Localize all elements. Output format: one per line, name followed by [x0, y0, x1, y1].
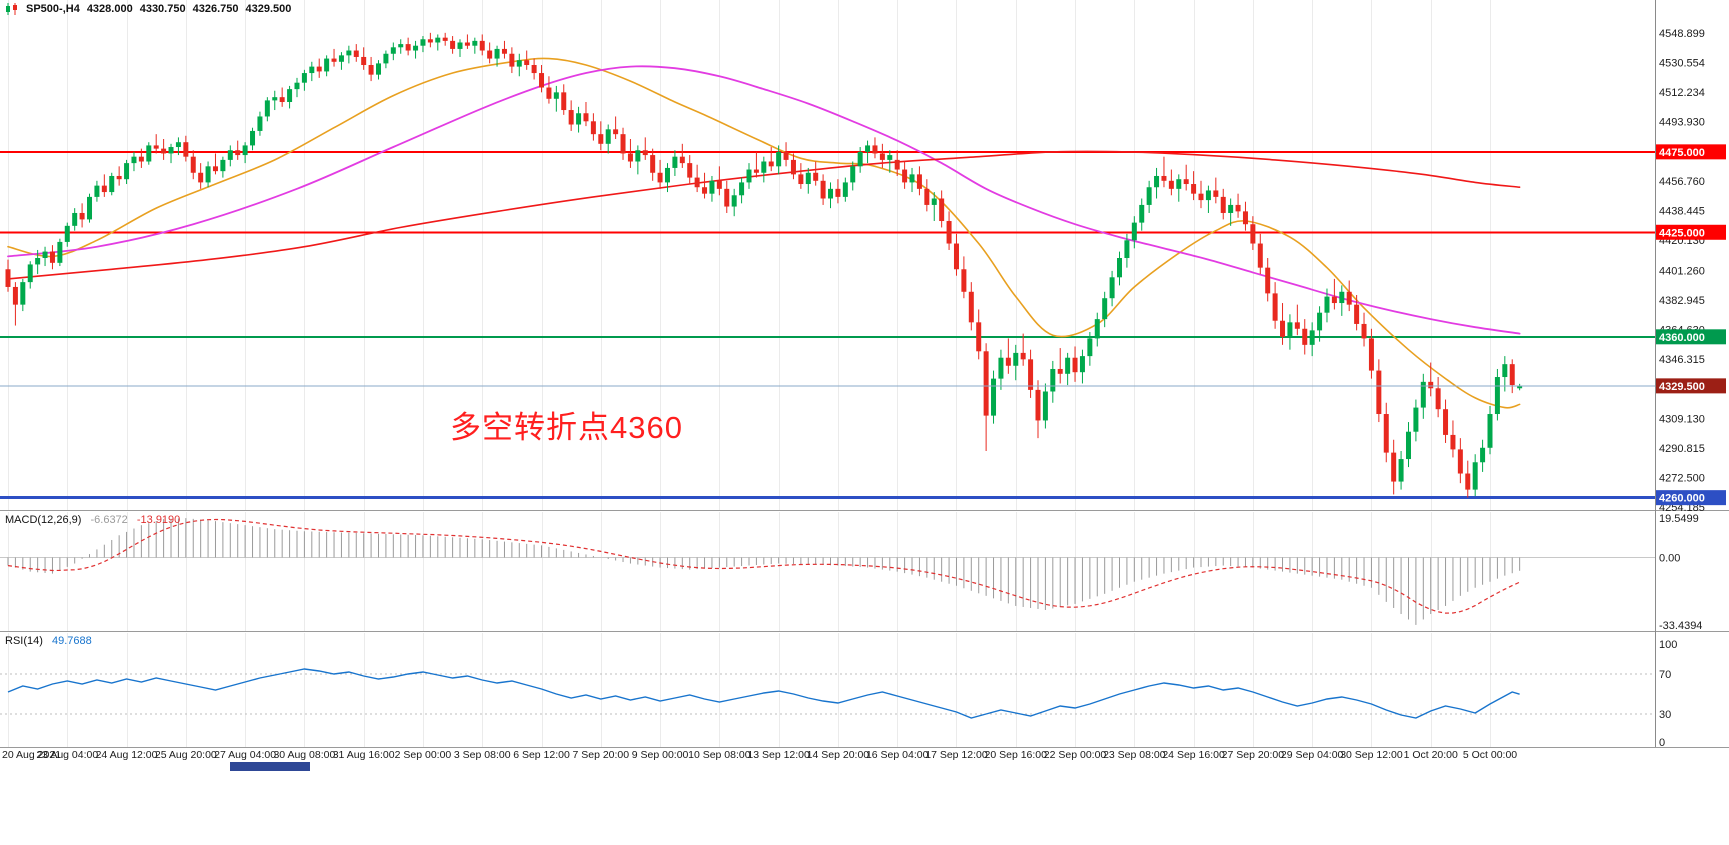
svg-text:70: 70	[1659, 669, 1671, 681]
svg-text:31 Aug 16:00: 31 Aug 16:00	[333, 749, 395, 761]
svg-text:4425.000: 4425.000	[1659, 227, 1705, 239]
svg-text:19.5499: 19.5499	[1659, 513, 1699, 525]
chart-header: SP500-,H4 4328.000 4330.750 4326.750 432…	[5, 3, 291, 15]
svg-text:23 Aug 04:00: 23 Aug 04:00	[36, 749, 98, 761]
svg-text:4493.930: 4493.930	[1659, 116, 1705, 128]
ma-lines	[7, 57, 1521, 409]
svg-text:4360.000: 4360.000	[1659, 332, 1705, 344]
ohlc-close: 4329.500	[245, 3, 292, 15]
svg-text:27 Sep 20:00: 27 Sep 20:00	[1222, 749, 1285, 761]
svg-text:1 Oct 20:00: 1 Oct 20:00	[1404, 749, 1458, 761]
svg-text:6 Sep 12:00: 6 Sep 12:00	[513, 749, 570, 761]
svg-text:4346.315: 4346.315	[1659, 354, 1705, 366]
panel-separators[interactable]	[0, 0, 1729, 748]
svg-text:29 Sep 04:00: 29 Sep 04:00	[1281, 749, 1344, 761]
svg-text:24 Sep 16:00: 24 Sep 16:00	[1162, 749, 1225, 761]
candlestick-icon	[5, 3, 19, 15]
svg-text:7 Sep 20:00: 7 Sep 20:00	[572, 749, 629, 761]
svg-text:4290.815: 4290.815	[1659, 443, 1705, 455]
svg-text:17 Sep 12:00: 17 Sep 12:00	[925, 749, 988, 761]
price-axis: 4548.899 4530.554 4512.234 4493.930 4456.760…	[1656, 28, 1726, 514]
rsi-line	[7, 668, 1520, 719]
svg-text:0: 0	[1659, 737, 1665, 749]
scrollbar-thumb[interactable]	[230, 762, 310, 771]
svg-text:23 Sep 08:00: 23 Sep 08:00	[1103, 749, 1166, 761]
svg-text:2 Sep 00:00: 2 Sep 00:00	[395, 749, 452, 761]
svg-text:13 Sep 12:00: 13 Sep 12:00	[747, 749, 810, 761]
macd-signal-line	[7, 518, 1520, 614]
svg-text:30 Sep 12:00: 30 Sep 12:00	[1340, 749, 1403, 761]
macd-indicator-label: MACD(12,26,9) -6.6372 -13.9190	[5, 514, 186, 526]
macd-main-value: -6.6372	[90, 514, 128, 526]
svg-text:4309.130: 4309.130	[1659, 414, 1705, 426]
svg-text:4260.000: 4260.000	[1659, 493, 1705, 505]
mid-ma-magenta	[7, 65, 1521, 335]
svg-text:4329.500: 4329.500	[1659, 381, 1705, 393]
svg-text:3 Sep 08:00: 3 Sep 08:00	[454, 749, 511, 761]
svg-text:20 Sep 16:00: 20 Sep 16:00	[985, 749, 1048, 761]
svg-text:4272.500: 4272.500	[1659, 473, 1705, 485]
macd-panel: 19.5499 0.00 -33.4394	[0, 513, 1702, 632]
svg-text:9 Sep 00:00: 9 Sep 00:00	[632, 749, 689, 761]
gridlines	[8, 0, 1491, 747]
svg-text:4475.000: 4475.000	[1659, 147, 1705, 159]
ohlc-high: 4330.750	[139, 3, 186, 15]
ohlc-low: 4326.750	[192, 3, 239, 15]
svg-text:30 Aug 08:00: 30 Aug 08:00	[273, 749, 335, 761]
candles-layer	[5, 32, 1523, 498]
svg-text:22 Sep 00:00: 22 Sep 00:00	[1044, 749, 1107, 761]
svg-text:100: 100	[1659, 639, 1677, 651]
slow-ma-red	[7, 150, 1521, 280]
svg-text:30: 30	[1659, 709, 1671, 721]
svg-text:4512.234: 4512.234	[1659, 87, 1705, 99]
svg-text:25 Aug 20:00: 25 Aug 20:00	[155, 749, 217, 761]
horizontal-levels	[0, 150, 1655, 500]
svg-text:14 Sep 20:00: 14 Sep 20:00	[807, 749, 870, 761]
svg-text:4548.899: 4548.899	[1659, 28, 1705, 40]
rsi-panel: 100 70 30 0	[0, 639, 1677, 749]
svg-text:16 Sep 04:00: 16 Sep 04:00	[866, 749, 929, 761]
ohlc-open: 4328.000	[86, 3, 133, 15]
svg-text:4438.445: 4438.445	[1659, 206, 1705, 218]
svg-text:-33.4394: -33.4394	[1659, 620, 1702, 632]
svg-text:20 Aug 2021: 20 Aug 2021	[2, 749, 61, 761]
macd-signal-value: -13.9190	[136, 514, 181, 526]
rsi-value: 49.7688	[51, 635, 92, 647]
rsi-name: RSI(14)	[5, 635, 43, 647]
svg-text:4456.760: 4456.760	[1659, 176, 1705, 188]
svg-text:4382.945: 4382.945	[1659, 295, 1705, 307]
svg-text:4401.260: 4401.260	[1659, 265, 1705, 277]
macd-name: MACD(12,26,9)	[5, 514, 82, 526]
svg-text:24 Aug 12:00: 24 Aug 12:00	[96, 749, 158, 761]
svg-text:10 Sep 08:00: 10 Sep 08:00	[688, 749, 751, 761]
svg-text:0.00: 0.00	[1659, 552, 1680, 564]
svg-text:27 Aug 04:00: 27 Aug 04:00	[214, 749, 276, 761]
rsi-indicator-label: RSI(14) 49.7688	[5, 635, 98, 647]
annotation-text: 多空转折点4360	[450, 410, 683, 445]
svg-text:4530.554: 4530.554	[1659, 58, 1705, 70]
fast-ma-orange	[7, 57, 1521, 409]
svg-text:5 Oct 00:00: 5 Oct 00:00	[1463, 749, 1517, 761]
symbol-period-label: SP500-,H4	[26, 3, 80, 15]
